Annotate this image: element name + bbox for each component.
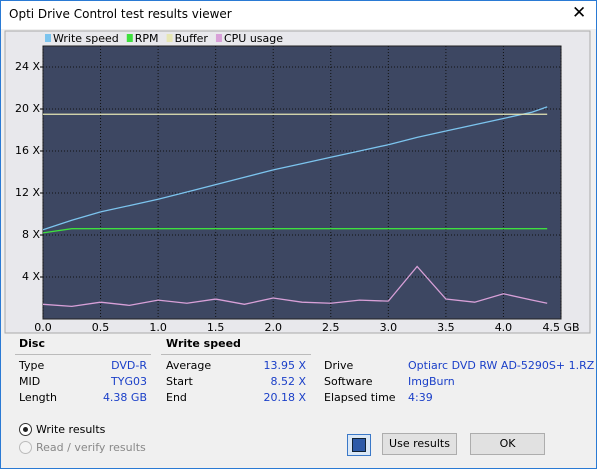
window-title: Opti Drive Control test results viewer: [9, 7, 232, 21]
info-value: 13.95 X: [263, 359, 306, 372]
info-label: Software: [324, 375, 373, 388]
info-label: Average: [166, 359, 212, 372]
save-button[interactable]: [347, 434, 371, 456]
section-heading: Write speed: [166, 337, 241, 350]
radio-label[interactable]: Write results: [36, 423, 106, 436]
info-value: ImgBurn: [408, 375, 455, 388]
radio-checked[interactable]: [19, 423, 32, 436]
info-value: TYG03: [111, 375, 147, 388]
legend-label: RPM: [135, 32, 159, 45]
close-button[interactable]: ✕: [572, 3, 587, 23]
x-tick-label: 2.0: [264, 321, 282, 334]
legend-swatch: [215, 34, 222, 42]
x-tick-label: 0.5: [92, 321, 110, 334]
legend-swatch: [166, 34, 173, 42]
info-value: DVD-R: [111, 359, 147, 372]
info-label: Start: [166, 375, 193, 388]
info-label: End: [166, 391, 187, 404]
legend-swatch: [45, 34, 51, 42]
separator: [161, 354, 311, 355]
info-label: Length: [19, 391, 57, 404]
x-tick-label: 1.5: [207, 321, 225, 334]
y-tick-label: 16 X: [15, 144, 40, 157]
info-value: 4.38 GB: [102, 391, 147, 404]
chart: 4 X 8 X 12 X 16 X 20 X 24 X 0.0 0.5 1.0 1.5 2.0 2.5…: [4, 30, 591, 334]
plot-area: [42, 45, 562, 320]
legend-swatch: [126, 34, 133, 42]
x-tick-label: 4.5 GB: [542, 321, 579, 334]
info-label: Elapsed time: [324, 391, 396, 404]
series-line: [42, 228, 548, 234]
series-line: [42, 265, 548, 308]
x-tick-label: 0.0: [34, 321, 52, 334]
x-tick-label: 1.0: [149, 321, 167, 334]
y-tick-label: 8 X: [22, 228, 40, 241]
x-tick-label: 3.0: [380, 321, 398, 334]
info-label: Type: [19, 359, 45, 372]
y-tick-label: 12 X: [15, 186, 40, 199]
use-results-button[interactable]: Use results: [382, 433, 457, 455]
x-tick-label: 4.0: [495, 321, 513, 334]
legend-label: CPU usage: [224, 32, 283, 45]
y-tick-label: 20 X: [15, 102, 40, 115]
radio-label[interactable]: Read / verify results: [36, 441, 146, 454]
info-value: Optiarc DVD RW AD-5290S+ 1.RZ: [408, 359, 595, 372]
info-label: Drive: [324, 359, 354, 372]
x-tick-label: 3.5: [437, 321, 455, 334]
separator: [15, 354, 151, 355]
section-heading: Disc: [19, 337, 45, 350]
legend-label: Write speed: [53, 32, 119, 45]
info-label: MID: [19, 375, 41, 388]
series-line: [42, 106, 548, 231]
info-value: 8.52 X: [270, 375, 306, 388]
legend-label: Buffer: [175, 32, 209, 45]
y-tick-label: 24 X: [15, 60, 40, 73]
radio[interactable]: [19, 441, 32, 454]
info-value: 4:39: [408, 391, 433, 404]
x-tick-label: 2.5: [322, 321, 340, 334]
ok-button[interactable]: OK: [470, 433, 545, 455]
title-bar: [1, 1, 596, 29]
y-tick-label: 4 X: [22, 270, 40, 283]
info-value: 20.18 X: [263, 391, 306, 404]
